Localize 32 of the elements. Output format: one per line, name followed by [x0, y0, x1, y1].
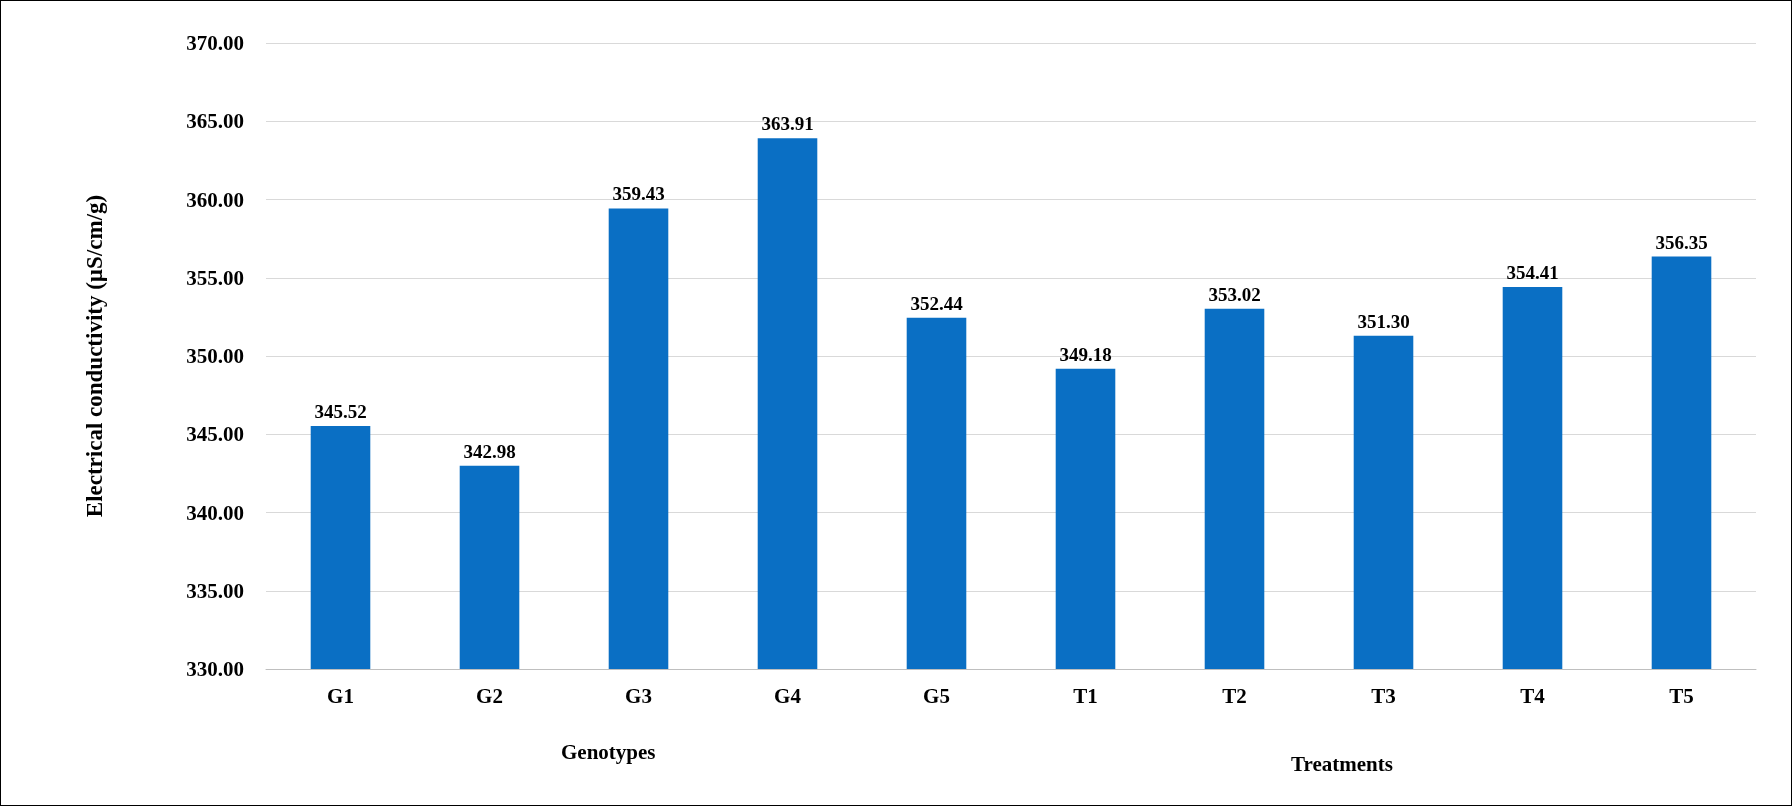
x-tick-label: G3 [625, 683, 652, 708]
x-tick-label: G2 [476, 683, 503, 708]
x-tick-label: T4 [1520, 683, 1546, 708]
x-tick-label: T1 [1073, 683, 1098, 708]
x-tick-label: T3 [1371, 683, 1396, 708]
data-label: 356.35 [1655, 231, 1708, 253]
data-label: 351.30 [1357, 310, 1410, 332]
data-label: 354.41 [1506, 261, 1559, 283]
y-tick-label: 340.00 [186, 500, 244, 525]
y-tick-label: 365.00 [186, 109, 244, 134]
data-label: 342.98 [463, 440, 516, 462]
y-tick-label: 335.00 [186, 578, 244, 603]
data-label: 345.52 [314, 401, 367, 423]
text: Genotypes [561, 739, 656, 764]
y-tick-label: 355.00 [186, 265, 244, 290]
y-axis-title: Electrical conductivity (µS/cm/g) [82, 194, 107, 518]
y-tick-label: 350.00 [186, 344, 244, 368]
x-tick-label: T2 [1222, 683, 1247, 708]
data-label: 352.44 [910, 292, 964, 314]
y-tick-label: 360.00 [186, 187, 244, 212]
data-label: 349.18 [1059, 343, 1112, 365]
y-tick-label: 345.00 [186, 422, 244, 447]
x-tick-label: T5 [1669, 683, 1694, 708]
x-tick-label: G5 [923, 683, 950, 708]
y-tick-label: 330.00 [186, 657, 244, 681]
data-label: 359.43 [612, 183, 665, 205]
x-tick-label: G1 [327, 683, 354, 708]
x-tick-label: G4 [774, 683, 802, 708]
y-tick-label: 370.00 [186, 31, 244, 55]
data-label: 363.91 [761, 113, 814, 135]
text: Treatments [1291, 751, 1393, 776]
data-label: 353.02 [1208, 283, 1261, 305]
